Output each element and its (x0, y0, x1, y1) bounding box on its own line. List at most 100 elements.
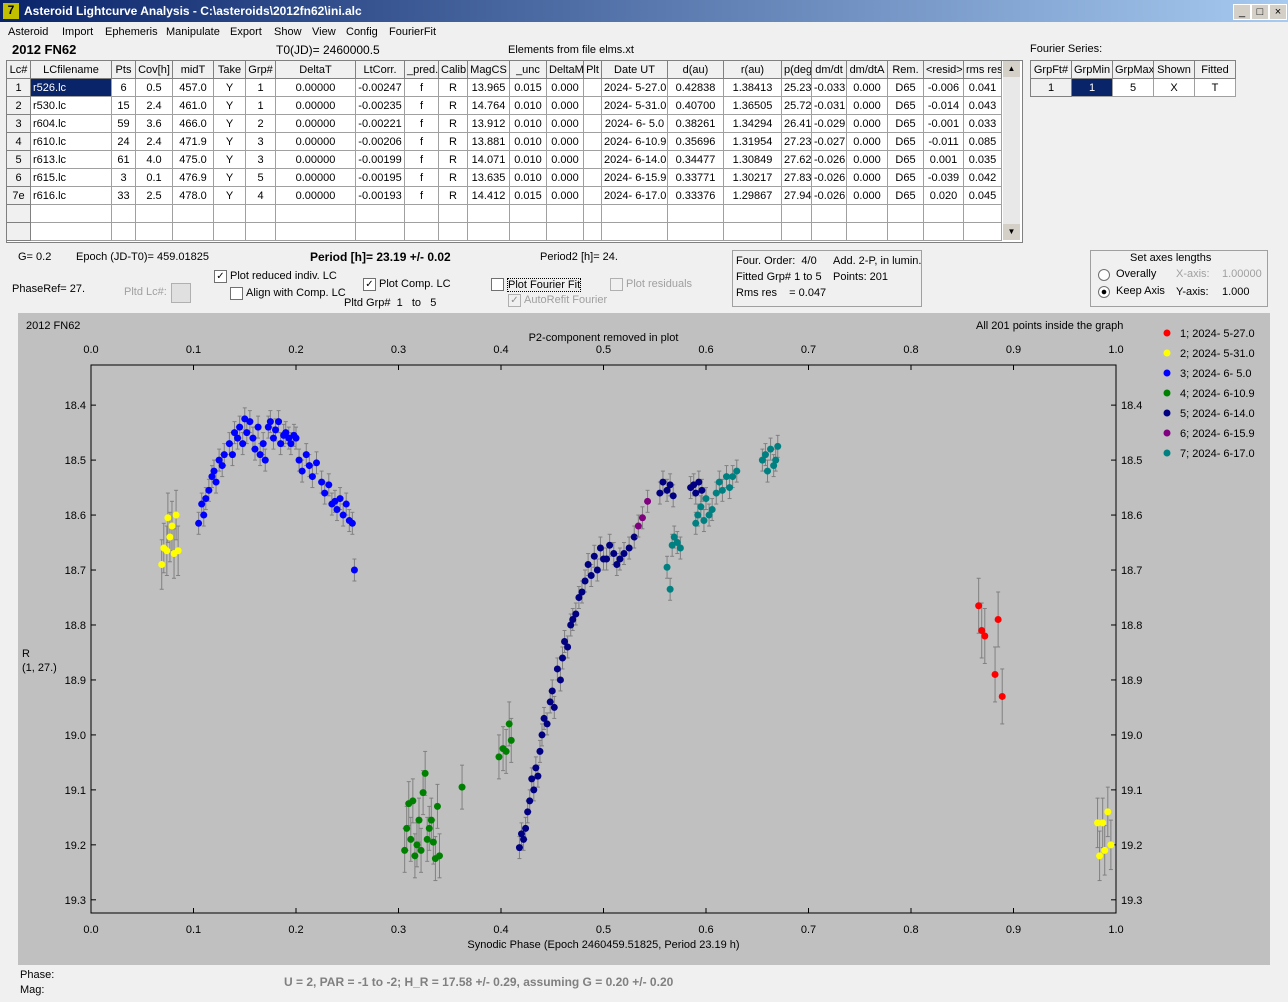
table-cell[interactable]: 33 (111, 186, 136, 205)
column-header[interactable]: <resid> (923, 60, 964, 79)
table-cell[interactable]: 1 (245, 78, 276, 97)
table-cell[interactable]: 1 (1071, 78, 1113, 97)
empty-cell[interactable] (213, 222, 246, 241)
empty-cell[interactable] (30, 222, 112, 241)
table-cell[interactable]: 0.38261 (667, 114, 724, 133)
empty-cell[interactable] (135, 222, 173, 241)
column-header[interactable]: Fitted (1194, 60, 1236, 79)
column-header[interactable]: rms res (963, 60, 1002, 79)
scroll-up[interactable]: ▲ (1003, 61, 1020, 77)
table-cell[interactable]: 1 (6, 78, 31, 97)
table-cell[interactable]: 2024- 5-27.0 (601, 78, 668, 97)
empty-cell[interactable] (355, 222, 405, 241)
table-cell[interactable]: -0.029 (811, 114, 847, 133)
table-cell[interactable]: f (404, 78, 439, 97)
empty-cell[interactable] (355, 204, 405, 223)
empty-cell[interactable] (811, 222, 847, 241)
table-cell[interactable]: D65 (887, 186, 924, 205)
table-cell[interactable]: 0.00000 (275, 114, 356, 133)
table-cell[interactable]: 0.00000 (275, 132, 356, 151)
column-header[interactable]: MagCS (467, 60, 510, 79)
table-cell[interactable]: -0.00199 (355, 150, 405, 169)
table-cell[interactable]: D65 (887, 96, 924, 115)
table-cell[interactable]: Y (213, 168, 246, 187)
table-cell[interactable]: 5 (245, 168, 276, 187)
table-cell[interactable]: 15 (111, 96, 136, 115)
empty-cell[interactable] (111, 204, 136, 223)
table-cell[interactable]: 0.00000 (275, 78, 356, 97)
table-cell[interactable]: 0.000 (846, 132, 888, 151)
table-cell[interactable]: 13.965 (467, 78, 510, 97)
table-cell[interactable]: -0.014 (923, 96, 964, 115)
table-cell[interactable]: 0.000 (546, 168, 584, 187)
empty-cell[interactable] (546, 222, 584, 241)
empty-cell[interactable] (723, 204, 782, 223)
table-cell[interactable]: -0.00235 (355, 96, 405, 115)
table-cell[interactable]: 6 (111, 78, 136, 97)
table-cell[interactable]: D65 (887, 132, 924, 151)
table-cell[interactable]: 59 (111, 114, 136, 133)
table-cell[interactable]: 1.38413 (723, 78, 782, 97)
column-header[interactable]: GrpMin (1071, 60, 1113, 79)
table-cell[interactable]: 4 (245, 186, 276, 205)
empty-cell[interactable] (438, 204, 468, 223)
table-cell[interactable]: 0.042 (963, 168, 1002, 187)
checkbox[interactable] (610, 278, 623, 291)
column-header[interactable]: Pts (111, 60, 136, 79)
table-cell[interactable]: 0.42838 (667, 78, 724, 97)
empty-cell[interactable] (245, 204, 276, 223)
table-cell[interactable]: 0.00000 (275, 186, 356, 205)
radio-label[interactable]: Keep Axis (1116, 285, 1165, 297)
column-header[interactable]: DeltaT (275, 60, 356, 79)
empty-cell[interactable] (963, 204, 1002, 223)
table-cell[interactable]: 0.00000 (275, 96, 356, 115)
checkbox[interactable] (230, 287, 243, 300)
table-cell[interactable]: R (438, 150, 468, 169)
empty-cell[interactable] (404, 204, 439, 223)
table-cell[interactable]: 4.0 (135, 150, 173, 169)
table-cell[interactable]: 5 (1112, 78, 1154, 97)
table-cell[interactable]: 0.00000 (275, 150, 356, 169)
table-cell[interactable]: 1.34294 (723, 114, 782, 133)
table-cell[interactable]: 0.000 (846, 96, 888, 115)
table-cell[interactable]: f (404, 186, 439, 205)
table-cell[interactable]: f (404, 150, 439, 169)
table-cell[interactable]: 27.62 (781, 150, 812, 169)
table-cell[interactable]: 0.010 (509, 114, 547, 133)
table-cell[interactable]: Y (213, 78, 246, 97)
table-cell[interactable]: 0.033 (963, 114, 1002, 133)
checkbox[interactable]: ✓ (508, 294, 521, 307)
checkbox-label[interactable]: Plot Comp. LC (379, 278, 451, 290)
table-cell[interactable]: 7e (6, 186, 31, 205)
table-cell[interactable]: -0.00195 (355, 168, 405, 187)
table-cell[interactable]: D65 (887, 168, 924, 187)
table-cell[interactable] (583, 114, 602, 133)
checkbox-label[interactable]: AutoRefit Fourier (524, 294, 608, 306)
table-cell[interactable] (583, 150, 602, 169)
empty-cell[interactable] (601, 204, 668, 223)
scroll-down[interactable]: ▼ (1003, 224, 1020, 240)
table-cell[interactable]: 2.4 (135, 132, 173, 151)
table-cell[interactable]: 471.9 (172, 132, 214, 151)
table-cell[interactable]: 0.085 (963, 132, 1002, 151)
column-header[interactable]: dm/dtA (846, 60, 888, 79)
table-cell[interactable]: -0.001 (923, 114, 964, 133)
table-cell[interactable]: 27.23 (781, 132, 812, 151)
table-cell[interactable]: -0.039 (923, 168, 964, 187)
empty-cell[interactable] (245, 222, 276, 241)
table-cell[interactable]: 14.764 (467, 96, 510, 115)
table-cell[interactable]: D65 (887, 150, 924, 169)
empty-cell[interactable] (667, 222, 724, 241)
table-cell[interactable]: D65 (887, 78, 924, 97)
table-cell[interactable]: 0.000 (546, 186, 584, 205)
table-cell[interactable]: 0.40700 (667, 96, 724, 115)
table-cell[interactable]: 3 (245, 132, 276, 151)
radio-button[interactable] (1098, 286, 1110, 298)
table-cell[interactable]: 4 (6, 132, 31, 151)
table-cell[interactable]: X (1153, 78, 1195, 97)
empty-cell[interactable] (601, 222, 668, 241)
table-cell[interactable]: 0.035 (963, 150, 1002, 169)
empty-cell[interactable] (30, 204, 112, 223)
table-cell[interactable]: R (438, 132, 468, 151)
table-cell[interactable]: -0.026 (811, 168, 847, 187)
